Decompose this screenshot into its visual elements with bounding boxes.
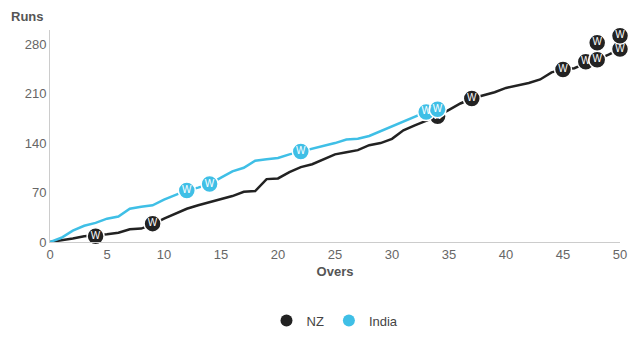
svg-text:30: 30 — [385, 247, 399, 262]
svg-text:W: W — [182, 184, 192, 195]
svg-text:W: W — [592, 36, 602, 47]
svg-text:10: 10 — [157, 247, 171, 262]
svg-text:W: W — [581, 55, 591, 66]
svg-text:W: W — [433, 110, 443, 121]
svg-text:Runs: Runs — [11, 9, 44, 24]
svg-text:W: W — [592, 53, 602, 64]
svg-text:W: W — [148, 217, 158, 228]
svg-text:Overs: Overs — [317, 264, 354, 279]
svg-text:W: W — [615, 29, 625, 40]
svg-text:35: 35 — [442, 247, 456, 262]
svg-text:India: India — [369, 314, 398, 329]
svg-text:W: W — [558, 63, 568, 74]
svg-text:NZ: NZ — [307, 314, 324, 329]
svg-text:40: 40 — [499, 247, 513, 262]
svg-text:W: W — [91, 230, 101, 241]
svg-text:0: 0 — [39, 235, 46, 250]
svg-text:280: 280 — [25, 37, 47, 52]
svg-text:140: 140 — [25, 136, 47, 151]
svg-text:15: 15 — [214, 247, 228, 262]
svg-text:25: 25 — [328, 247, 342, 262]
svg-text:50: 50 — [613, 247, 627, 262]
svg-text:45: 45 — [556, 247, 570, 262]
svg-text:5: 5 — [103, 247, 110, 262]
svg-text:20: 20 — [271, 247, 285, 262]
svg-text:W: W — [467, 92, 477, 103]
svg-text:W: W — [421, 105, 431, 116]
svg-text:W: W — [205, 178, 215, 189]
svg-text:W: W — [433, 103, 443, 114]
svg-text:210: 210 — [25, 86, 47, 101]
svg-text:0: 0 — [46, 247, 53, 262]
svg-text:W: W — [296, 145, 306, 156]
svg-text:70: 70 — [32, 185, 46, 200]
svg-text:W: W — [615, 43, 625, 54]
